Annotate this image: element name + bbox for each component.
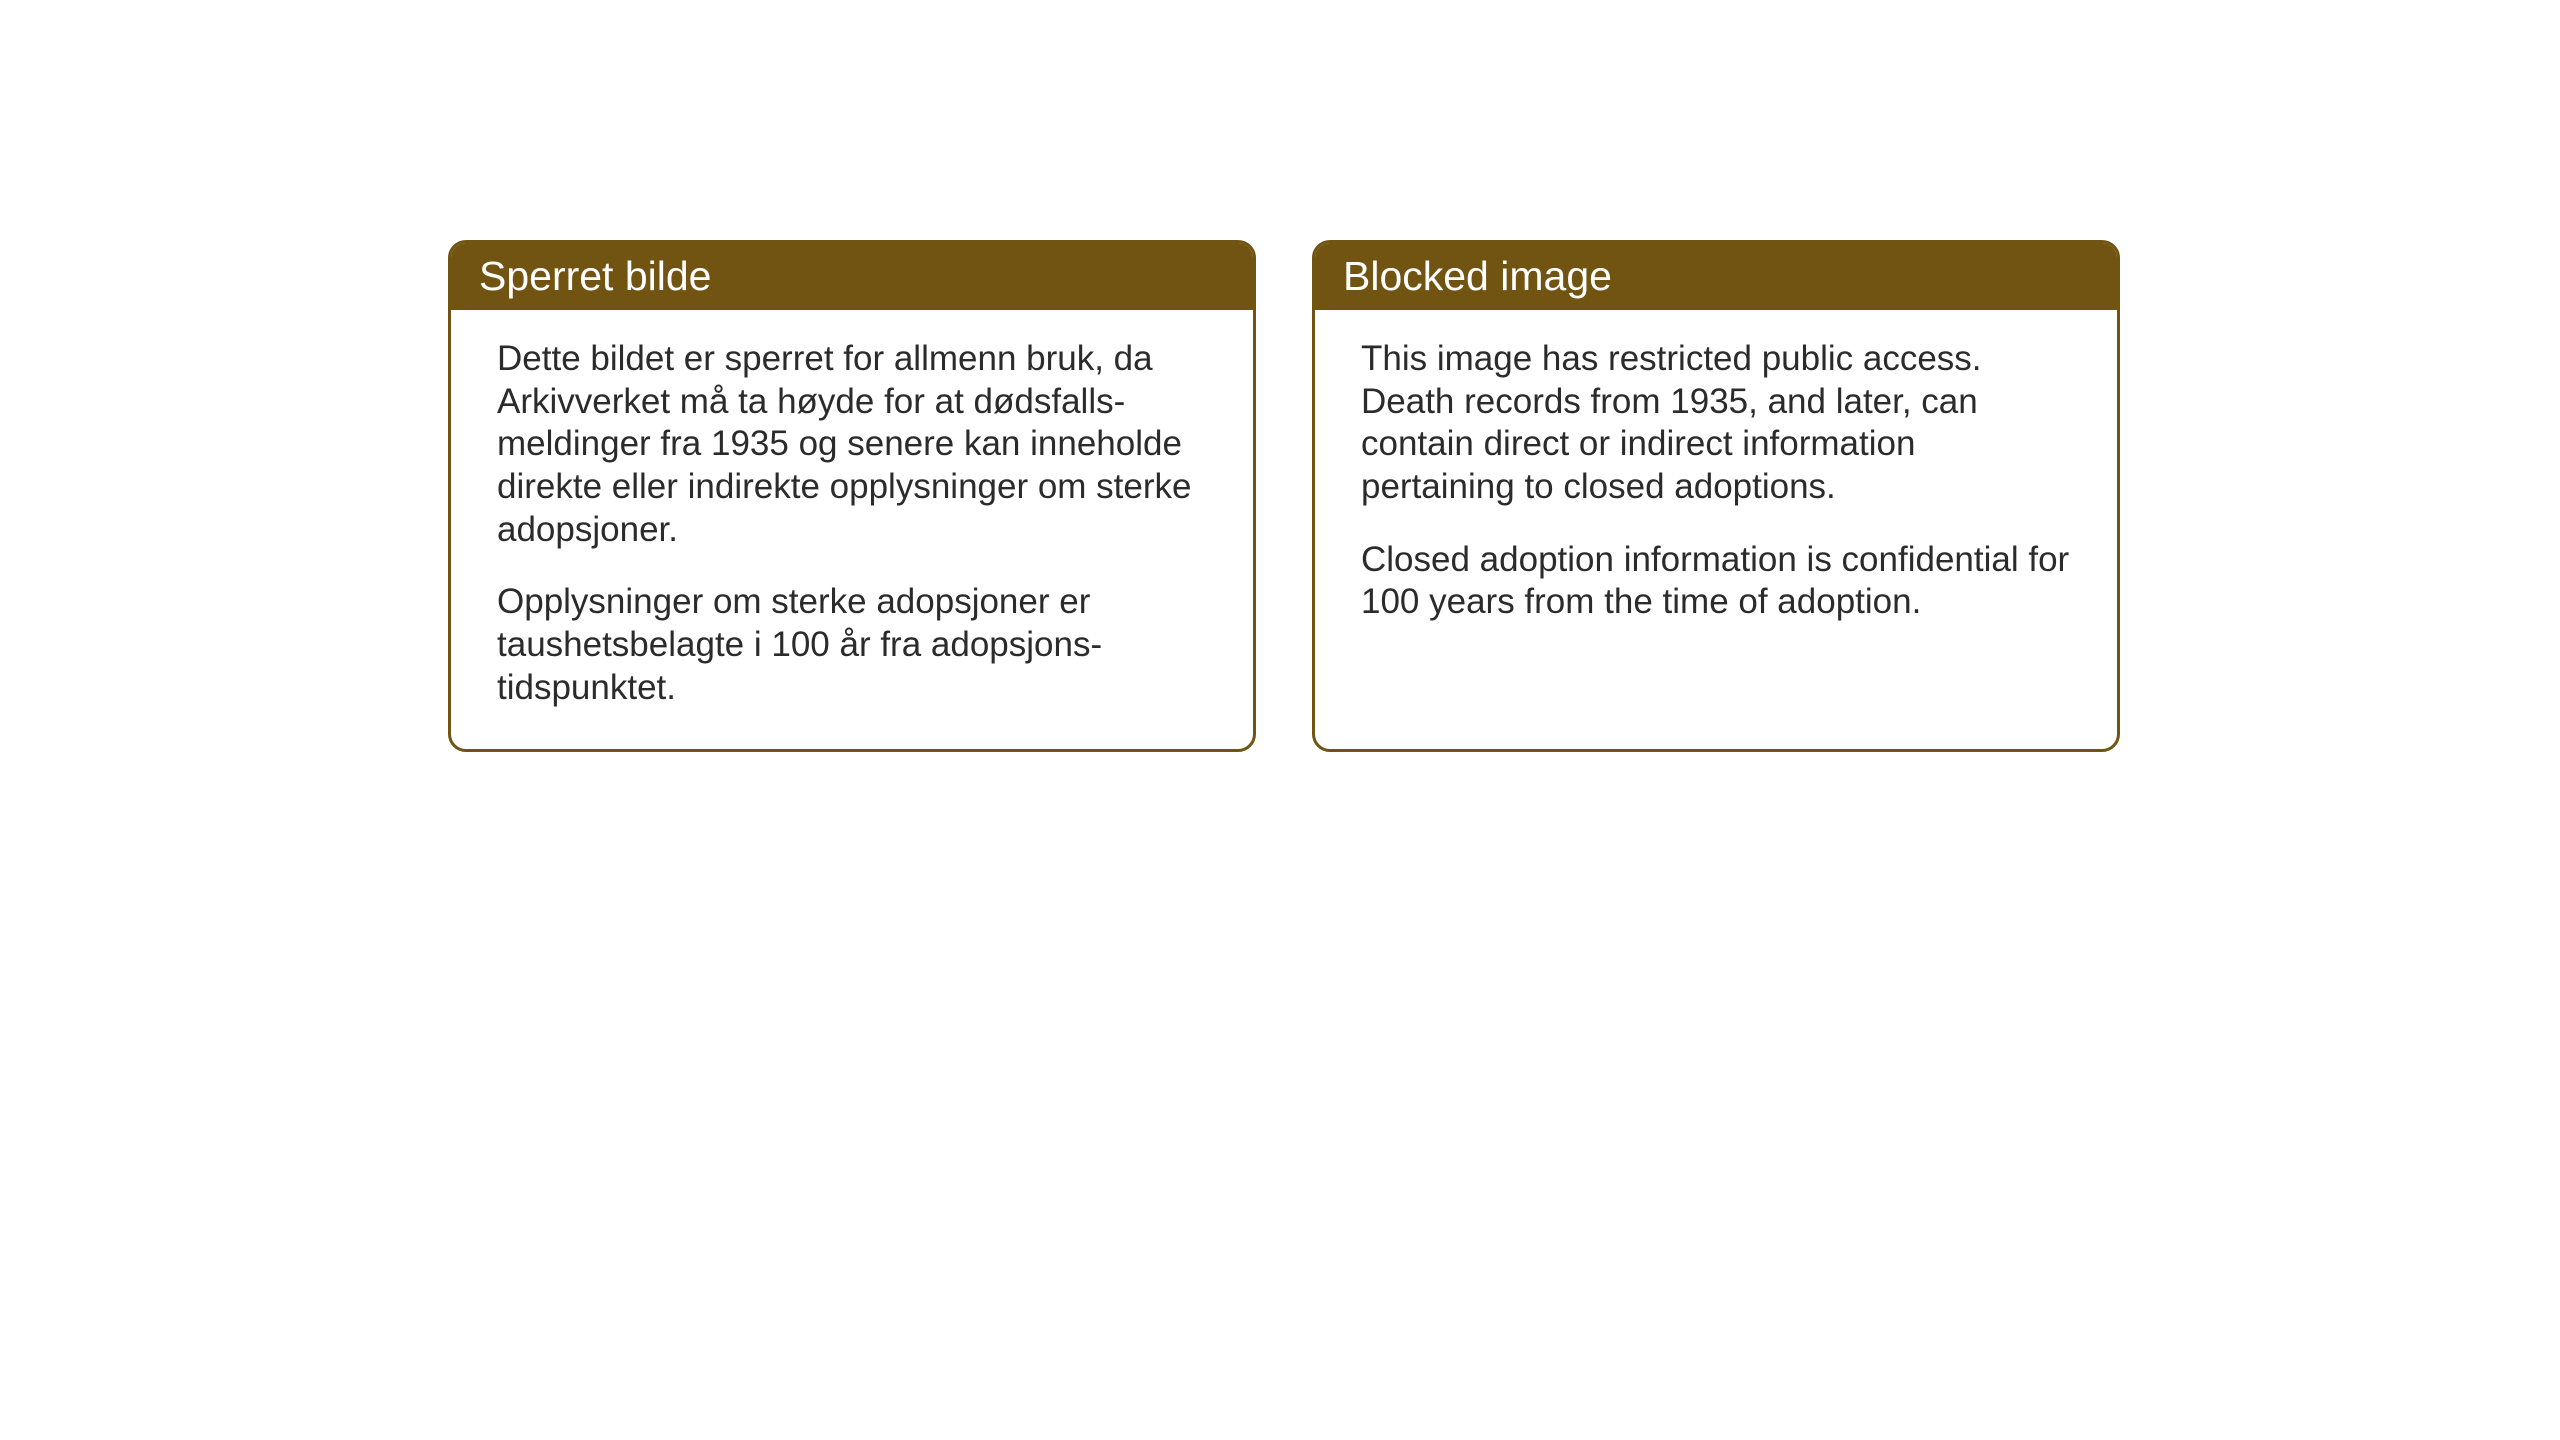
notice-card-english: Blocked image This image has restricted …: [1312, 240, 2120, 752]
card-paragraph1-norwegian: Dette bildet er sperret for allmenn bruk…: [497, 338, 1207, 551]
card-title-english: Blocked image: [1343, 253, 1612, 299]
card-body-norwegian: Dette bildet er sperret for allmenn bruk…: [451, 310, 1253, 748]
card-paragraph2-english: Closed adoption information is confident…: [1361, 539, 2071, 624]
notice-container: Sperret bilde Dette bildet er sperret fo…: [448, 240, 2120, 752]
card-title-norwegian: Sperret bilde: [479, 253, 711, 299]
card-header-english: Blocked image: [1315, 243, 2117, 310]
card-paragraph2-norwegian: Opplysninger om sterke adopsjoner er tau…: [497, 581, 1207, 709]
card-header-norwegian: Sperret bilde: [451, 243, 1253, 310]
card-body-english: This image has restricted public access.…: [1315, 310, 2117, 662]
card-paragraph1-english: This image has restricted public access.…: [1361, 338, 2071, 509]
notice-card-norwegian: Sperret bilde Dette bildet er sperret fo…: [448, 240, 1256, 752]
